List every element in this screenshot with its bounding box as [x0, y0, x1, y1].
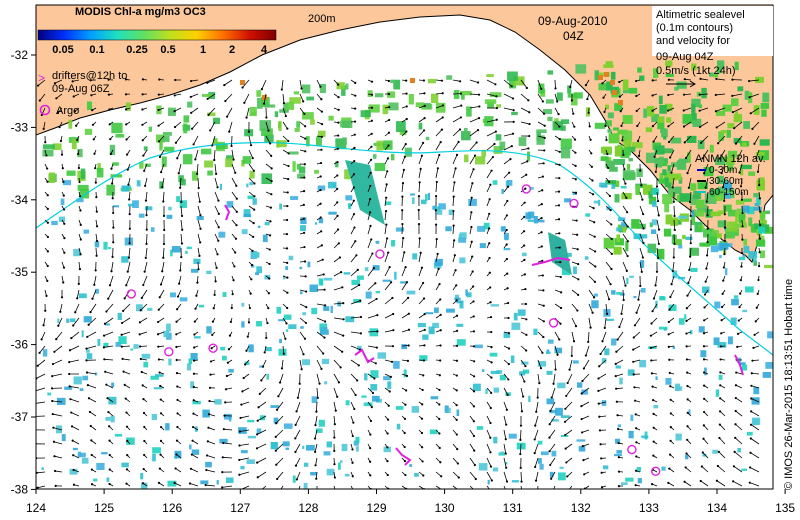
colorbar-tick-label: 4: [261, 44, 268, 56]
lon-tick-label: 124: [26, 501, 46, 515]
argo-float: [375, 249, 385, 259]
isobath-200m-line: [36, 141, 773, 356]
lon-tick-label: 132: [571, 501, 591, 515]
colorbar-title: MODIS Chl-a mg/m3 OC3: [75, 6, 206, 18]
argo-float: [164, 347, 174, 357]
drifter-track: [395, 447, 412, 466]
lat-tick-label: -34: [11, 193, 29, 207]
lat-tick-label: -35: [11, 265, 29, 279]
australia-land: [36, 5, 773, 263]
argo-float: [548, 318, 559, 328]
argo-float: [126, 289, 137, 299]
drifters-legend-line2: 09-Aug 06Z: [52, 83, 110, 95]
drifters-legend: > drifters@12h to 09-Aug 06Z Argo: [38, 70, 127, 117]
colorbar-tick-label: 1: [200, 44, 206, 56]
drifter-track: [224, 204, 231, 221]
altimetry-line1: Altimetric sealevel: [656, 9, 745, 21]
drifters-legend-line1: drifters@12h to: [52, 70, 127, 82]
anmn-legend-item: 0-30m: [709, 165, 737, 176]
drifter-tracks: [224, 204, 744, 466]
lon-tick-label: 125: [94, 501, 114, 515]
drifter-symbol: >: [38, 71, 45, 85]
colorbar-tick-label: 2: [229, 44, 235, 56]
time-label: 04Z: [563, 29, 584, 43]
colorbar-tick-label: 0.1: [89, 44, 104, 56]
lon-tick-label: 130: [435, 501, 455, 515]
chlorophyll-patches: [41, 60, 773, 489]
argo-float: [627, 444, 637, 455]
argo-float: [774, 493, 782, 501]
lon-tick-label: 127: [230, 501, 250, 515]
anmn-legend-item: 30-60m: [709, 176, 743, 187]
altimetry-line4: 09-Aug 04Z: [656, 51, 714, 63]
altimetry-note: Altimetric sealevel (0.1m contours) and …: [652, 6, 773, 88]
argo-legend-label: Argo: [56, 105, 79, 117]
colorbar-tick-label: 0.5: [160, 44, 175, 56]
anmn-legend-item: 60-150m: [709, 187, 748, 198]
drifter-track: [354, 348, 375, 364]
altimetry-note-box: [652, 6, 773, 56]
argo-legend-icon: [39, 104, 51, 116]
date-label: 09-Aug-2010: [538, 14, 608, 28]
argo-float: [651, 466, 661, 476]
altimetry-line5: 0.5m/s (1kt 24h): [656, 65, 735, 77]
lon-tick-label: 134: [707, 501, 727, 515]
drifter-track: [531, 256, 571, 266]
lon-tick-label: 131: [503, 501, 523, 515]
lon-tick-label: 126: [162, 501, 182, 515]
lon-tick-label: 128: [298, 501, 318, 515]
argo-float: [208, 343, 218, 353]
lat-tick-label: -32: [11, 48, 29, 62]
argo-float: [521, 184, 532, 194]
argo-float: [569, 198, 579, 209]
map-frame: [35, 4, 774, 490]
lon-tick-label: 135: [775, 501, 795, 515]
drifter-track: [734, 354, 744, 376]
argo-floats: [126, 184, 782, 501]
altimetry-line3: and velocity for: [656, 35, 730, 47]
velocity-arrows: [36, 77, 762, 489]
longitude-axis: 124125126127128129130131132133134135136: [26, 489, 795, 515]
colorbar-tick-label: 0.05: [52, 44, 73, 56]
lat-tick-label: -37: [11, 410, 29, 424]
lat-tick-label: -36: [11, 338, 29, 352]
colorbar: MODIS Chl-a mg/m3 OC3 0.05 0.1 0.25 0.5 1 2 4: [37, 6, 277, 56]
lon-tick-label: 129: [366, 501, 386, 515]
credit-text: © IMOS 26-Mar-2015 18:13:51 Hobart time: [783, 279, 795, 490]
lon-tick-label: 133: [639, 501, 659, 515]
anmn-title: ANMN 12h av.: [695, 153, 766, 165]
altimetry-line2: (0.1m contours): [656, 22, 733, 34]
lat-tick-label: -33: [11, 120, 29, 134]
lat-tick-label: -38: [11, 482, 29, 496]
latitude-axis: -32 -33 -34 -35 -36 -37 -38: [11, 48, 36, 496]
colorbar-tick-label: 0.25: [126, 44, 147, 56]
isobath-label: 200m: [308, 13, 336, 25]
colorbar-gradient: [37, 29, 277, 41]
